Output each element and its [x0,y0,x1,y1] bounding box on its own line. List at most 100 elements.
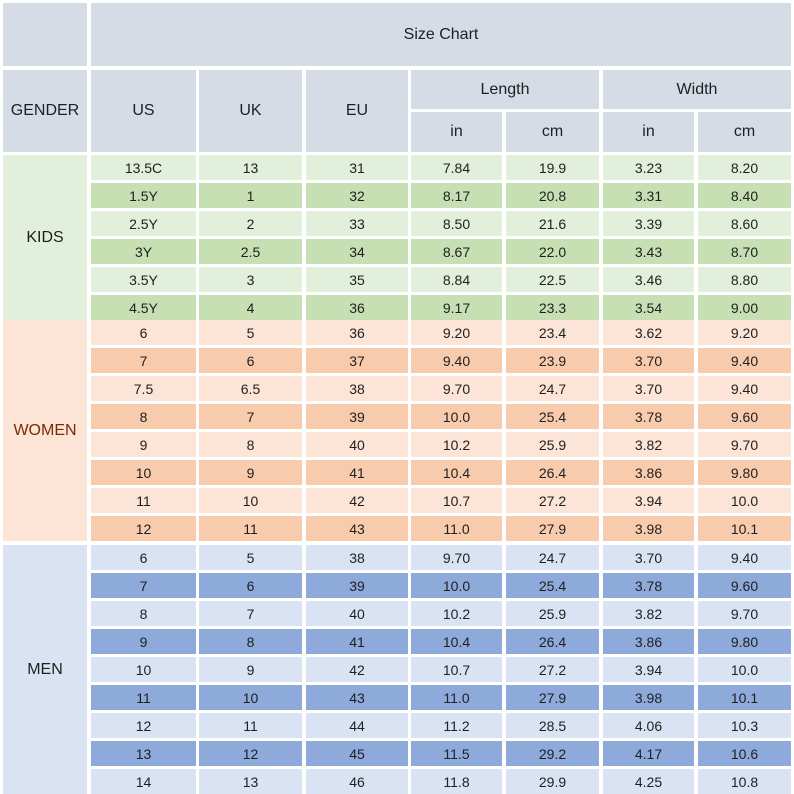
men-row-3-eu: 40 [306,601,408,626]
women-row-7-width-cm: 10.0 [698,488,791,513]
kids-row-1-eu: 31 [306,155,408,180]
women-row-3-us: 7.5 [91,376,196,401]
men-row-5-uk: 9 [199,657,302,682]
men-row-5-eu: 42 [306,657,408,682]
men-row-8-uk: 12 [199,741,302,766]
men-row-2-uk: 6 [199,573,302,598]
men-row-9-length-in: 11.8 [411,769,502,794]
header-us: US [91,70,196,152]
men-row-8-length-in: 11.5 [411,741,502,766]
header-gender: GENDER [3,70,87,152]
kids-row-6-length-in: 9.17 [411,295,502,320]
men-row-9-eu: 46 [306,769,408,794]
kids-row-6-length-cm: 23.3 [506,295,599,320]
women-row-6-uk: 9 [199,460,302,485]
women-row-5-length-cm: 25.9 [506,432,599,457]
women-row-2-width-in: 3.70 [603,348,694,373]
kids-row-5-eu: 35 [306,267,408,292]
kids-row-2-us: 1.5Y [91,183,196,208]
kids-row-2-length-in: 8.17 [411,183,502,208]
women-row-5-uk: 8 [199,432,302,457]
kids-row-5-length-cm: 22.5 [506,267,599,292]
men-row-4-width-in: 3.86 [603,629,694,654]
women-row-7-uk: 10 [199,488,302,513]
women-row-1-eu: 36 [306,320,408,345]
men-row-6-us: 11 [91,685,196,710]
men-row-6-width-cm: 10.1 [698,685,791,710]
men-row-3-us: 8 [91,601,196,626]
gender-label-women: WOMEN [3,320,87,541]
women-row-2-us: 7 [91,348,196,373]
men-row-3-length-in: 10.2 [411,601,502,626]
men-row-1-us: 6 [91,545,196,570]
women-row-2-eu: 37 [306,348,408,373]
kids-row-4-width-in: 3.43 [603,239,694,264]
gender-label-kids: KIDS [3,155,87,320]
women-row-1-uk: 5 [199,320,302,345]
kids-row-3-uk: 2 [199,211,302,236]
header-width-in: in [603,112,694,152]
women-row-5-length-in: 10.2 [411,432,502,457]
women-row-1-us: 6 [91,320,196,345]
kids-row-6-eu: 36 [306,295,408,320]
men-row-3-length-cm: 25.9 [506,601,599,626]
women-row-7-length-cm: 27.2 [506,488,599,513]
men-row-4-length-cm: 26.4 [506,629,599,654]
kids-row-1-width-cm: 8.20 [698,155,791,180]
men-row-3-uk: 7 [199,601,302,626]
women-row-5-width-in: 3.82 [603,432,694,457]
men-row-5-width-in: 3.94 [603,657,694,682]
women-row-3-uk: 6.5 [199,376,302,401]
women-row-4-width-cm: 9.60 [698,404,791,429]
men-row-2-length-in: 10.0 [411,573,502,598]
kids-row-4-uk: 2.5 [199,239,302,264]
kids-row-2-eu: 32 [306,183,408,208]
men-row-1-uk: 5 [199,545,302,570]
kids-row-2-uk: 1 [199,183,302,208]
men-row-6-length-cm: 27.9 [506,685,599,710]
women-row-7-width-in: 3.94 [603,488,694,513]
header-uk: UK [199,70,302,152]
women-row-2-uk: 6 [199,348,302,373]
kids-row-5-us: 3.5Y [91,267,196,292]
men-row-1-eu: 38 [306,545,408,570]
men-row-4-eu: 41 [306,629,408,654]
women-row-8-width-in: 3.98 [603,516,694,541]
women-row-7-length-in: 10.7 [411,488,502,513]
header-length-cm: cm [506,112,599,152]
kids-row-2-width-cm: 8.40 [698,183,791,208]
women-row-3-length-cm: 24.7 [506,376,599,401]
kids-row-2-length-cm: 20.8 [506,183,599,208]
women-row-8-eu: 43 [306,516,408,541]
men-row-8-eu: 45 [306,741,408,766]
kids-row-5-width-in: 3.46 [603,267,694,292]
women-row-7-eu: 42 [306,488,408,513]
women-row-3-width-cm: 9.40 [698,376,791,401]
header-length-in: in [411,112,502,152]
men-row-4-us: 9 [91,629,196,654]
kids-row-3-us: 2.5Y [91,211,196,236]
men-row-1-length-cm: 24.7 [506,545,599,570]
men-row-3-width-in: 3.82 [603,601,694,626]
kids-row-5-uk: 3 [199,267,302,292]
header-width: Width [603,70,791,109]
men-row-2-us: 7 [91,573,196,598]
men-row-8-width-in: 4.17 [603,741,694,766]
men-row-1-width-cm: 9.40 [698,545,791,570]
kids-row-4-us: 3Y [91,239,196,264]
women-row-7-us: 11 [91,488,196,513]
men-row-7-us: 12 [91,713,196,738]
women-row-3-length-in: 9.70 [411,376,502,401]
men-row-9-width-in: 4.25 [603,769,694,794]
women-row-5-eu: 40 [306,432,408,457]
men-row-7-width-cm: 10.3 [698,713,791,738]
kids-row-1-length-cm: 19.9 [506,155,599,180]
women-row-8-width-cm: 10.1 [698,516,791,541]
women-row-8-length-cm: 27.9 [506,516,599,541]
men-row-3-width-cm: 9.70 [698,601,791,626]
men-row-5-us: 10 [91,657,196,682]
men-row-7-eu: 44 [306,713,408,738]
kids-row-1-us: 13.5C [91,155,196,180]
kids-row-1-length-in: 7.84 [411,155,502,180]
men-row-6-width-in: 3.98 [603,685,694,710]
